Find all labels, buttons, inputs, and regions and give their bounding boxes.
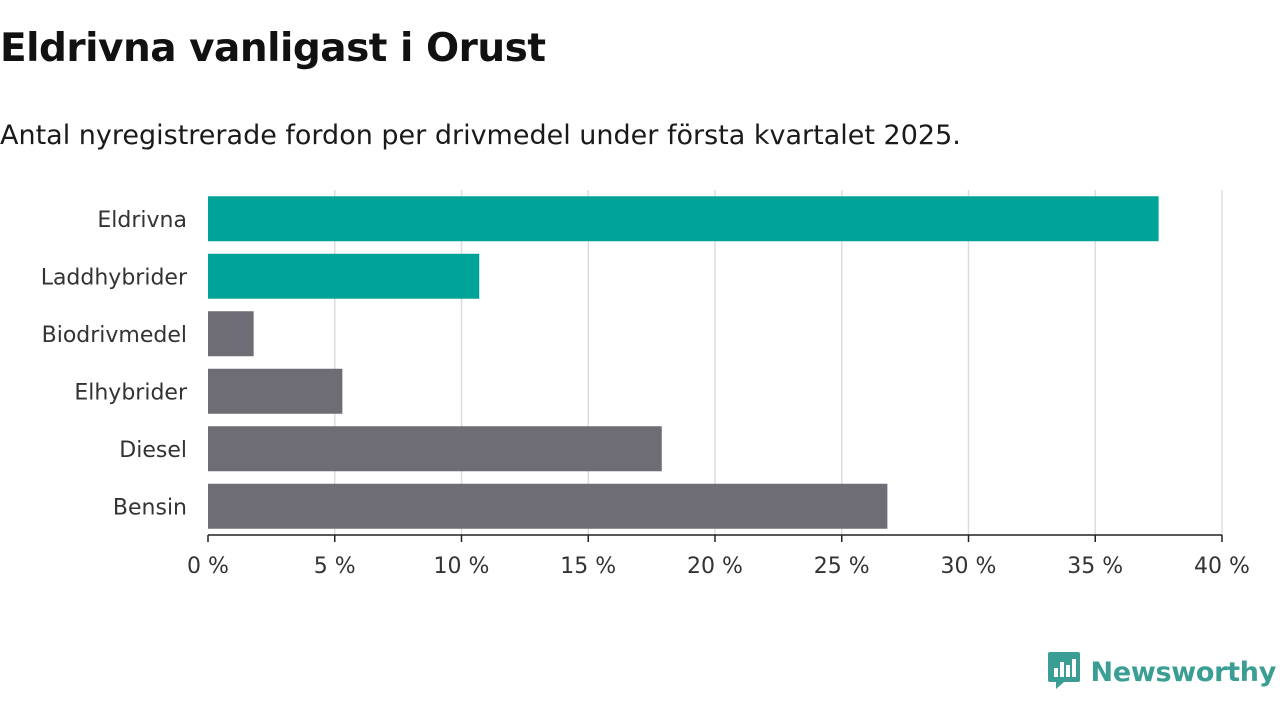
category-label: Eldrivna [97, 208, 187, 233]
bar [208, 426, 662, 472]
bar [208, 368, 343, 414]
bar [208, 253, 480, 299]
category-label: Laddhybrider [41, 265, 188, 290]
category-label: Bensin [113, 495, 187, 520]
brand-name: Newsworthy [1090, 656, 1277, 688]
x-tick-label: 0 % [187, 554, 229, 579]
x-tick-label: 40 % [1194, 554, 1250, 579]
x-tick-label: 30 % [941, 554, 997, 579]
x-tick-label: 25 % [814, 554, 870, 579]
category-label: Biodrivmedel [42, 323, 187, 348]
x-tick-label: 5 % [314, 554, 356, 579]
x-tick-label: 20 % [687, 554, 743, 579]
x-tick-label: 35 % [1067, 554, 1123, 579]
category-label: Elhybrider [74, 380, 188, 405]
chart-title: Eldrivna vanligast i Orust [0, 26, 546, 71]
chart-subtitle: Antal nyregistrerade fordon per drivmede… [0, 120, 961, 151]
x-tick-label: 10 % [434, 554, 490, 579]
newsworthy-logo: Newsworthy [1047, 650, 1276, 694]
bar [208, 196, 1159, 242]
bar [208, 483, 888, 529]
bar-chart: Eldrivna Laddhybrider Biodrivmedel Elhybrid… [41, 190, 1250, 579]
x-tick-label: 15 % [560, 554, 616, 579]
bar-chart-logo-icon [1047, 650, 1081, 694]
bar [208, 311, 254, 357]
category-label: Diesel [119, 438, 187, 463]
